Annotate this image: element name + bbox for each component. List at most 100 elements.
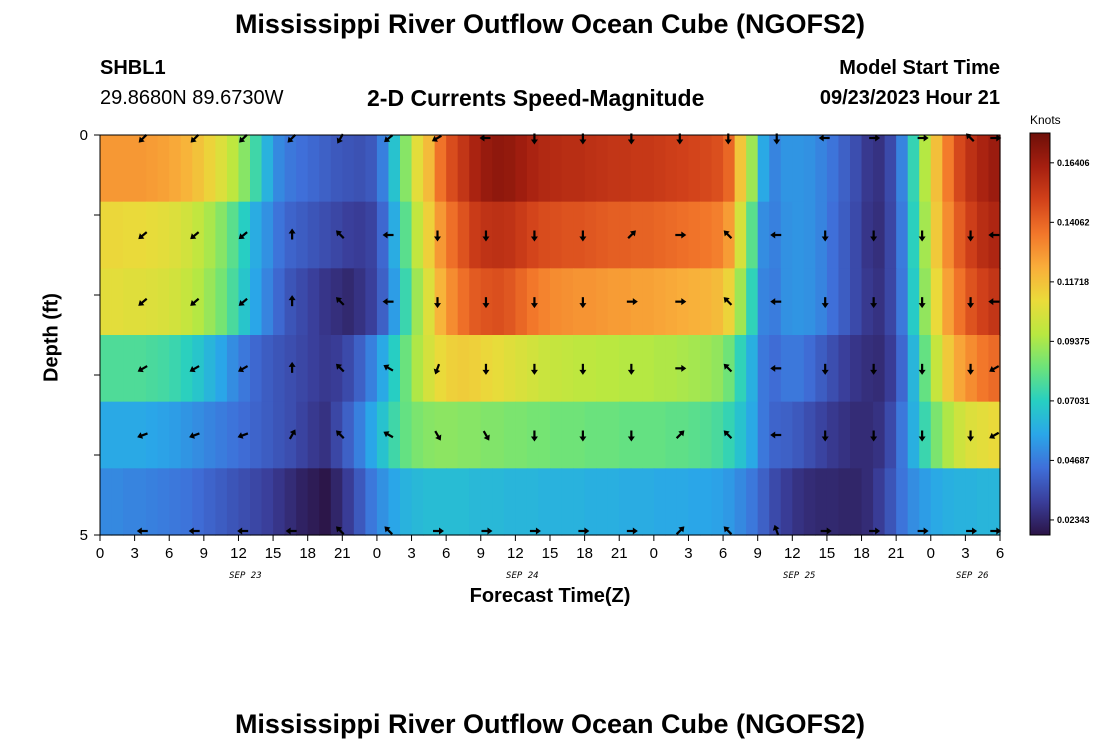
heatmap-cell xyxy=(734,201,747,269)
current-arrow xyxy=(238,365,249,373)
heatmap-cell xyxy=(734,401,747,469)
current-arrow xyxy=(918,363,926,375)
heatmap-cell xyxy=(307,401,320,469)
heatmap-cell xyxy=(850,268,863,336)
arrow-head xyxy=(384,136,391,143)
heatmap-cell xyxy=(711,201,724,269)
x-tick-label: 21 xyxy=(888,545,905,562)
heatmap-cell xyxy=(146,135,159,203)
heatmap-cell xyxy=(226,468,240,536)
heatmap-cell xyxy=(919,201,932,269)
heatmap-cell xyxy=(573,401,586,469)
heatmap-cell xyxy=(146,268,159,336)
current-arrow xyxy=(431,134,442,142)
current-arrow xyxy=(770,364,782,372)
heatmap-cell xyxy=(169,201,182,269)
heatmap-cell xyxy=(746,401,759,469)
heatmap-cell xyxy=(803,268,816,336)
heatmap-cell xyxy=(907,401,920,469)
heatmap-cell xyxy=(365,268,378,336)
heatmap-cell xyxy=(273,268,286,336)
heatmap-cell xyxy=(411,401,424,469)
heatmap-cell xyxy=(111,335,124,403)
heatmap-cell xyxy=(619,468,632,536)
heatmap-cell xyxy=(111,201,124,269)
current-arrow xyxy=(529,527,541,535)
heatmap-cell xyxy=(976,468,990,536)
current-arrow xyxy=(869,134,881,142)
heatmap-cell xyxy=(388,201,401,269)
heatmap-cell xyxy=(953,268,966,336)
heatmap-cell xyxy=(584,335,597,403)
current-arrow xyxy=(482,230,490,242)
current-arrow xyxy=(335,297,345,306)
arrow-head xyxy=(770,298,776,306)
current-arrow xyxy=(287,134,297,143)
heatmap-cell xyxy=(596,401,609,469)
current-arrow xyxy=(988,231,1000,239)
heatmap-cell xyxy=(469,335,482,403)
arrow-head xyxy=(826,527,832,535)
heatmap-cell xyxy=(561,135,574,203)
heatmap-cell xyxy=(665,268,678,336)
heatmap-cell xyxy=(688,135,701,203)
heatmap-cell xyxy=(480,135,493,203)
heatmap-cell xyxy=(700,335,713,403)
plot-title: 2-D Currents Speed-Magnitude xyxy=(367,85,705,111)
x-tick-label: 9 xyxy=(200,545,208,562)
heatmap-cell xyxy=(607,335,620,403)
x-tick-label: 15 xyxy=(265,545,282,562)
heatmap-cell xyxy=(111,468,124,536)
current-arrow xyxy=(626,298,638,306)
arrow-head xyxy=(632,527,638,535)
heatmap-cell xyxy=(123,401,136,469)
heatmap-cell xyxy=(907,201,920,269)
arrow-head xyxy=(821,303,829,309)
arrow-head xyxy=(190,233,197,240)
heatmap-cell xyxy=(757,335,770,403)
x-date-label: SEP 23 xyxy=(229,571,262,581)
x-axis-label: Forecast Time(Z) xyxy=(469,585,631,607)
heatmap-cell xyxy=(976,401,990,469)
heatmap-cell xyxy=(446,335,459,403)
current-arrow xyxy=(189,432,200,439)
current-arrow xyxy=(288,429,296,440)
heatmap-cell xyxy=(411,468,424,536)
heatmap-cell xyxy=(884,468,897,536)
current-arrow xyxy=(723,363,733,373)
heatmap-cell xyxy=(515,468,528,536)
arrow-head xyxy=(770,431,776,439)
arrow-head xyxy=(967,303,975,309)
heatmap-cell xyxy=(896,135,909,203)
heatmap-cell xyxy=(942,468,955,536)
heatmap-cell xyxy=(607,401,620,469)
heatmap-cell xyxy=(665,468,678,536)
heatmap-cell xyxy=(319,401,332,469)
heatmap-cell xyxy=(203,468,216,536)
current-arrow xyxy=(383,431,394,439)
heatmap-cell xyxy=(423,268,436,336)
heatmap-cell xyxy=(746,335,759,403)
heatmap-cell xyxy=(596,268,609,336)
arrow-head xyxy=(923,527,929,535)
heatmap-cell xyxy=(261,268,274,336)
heatmap-cell xyxy=(526,468,540,536)
heatmap-cell xyxy=(942,401,955,469)
heatmap-cell xyxy=(365,335,378,403)
current-arrow xyxy=(335,363,345,373)
heatmap-cell xyxy=(688,468,701,536)
heatmap-cell xyxy=(215,201,228,269)
heatmap-cell xyxy=(169,468,182,536)
heatmap-cell xyxy=(550,468,563,536)
heatmap-cell xyxy=(469,135,482,203)
heatmap-cell xyxy=(734,268,747,336)
colorbar-tick-label: 0.04687 xyxy=(1057,455,1090,465)
heatmap-cell xyxy=(411,335,424,403)
heatmap-cell xyxy=(180,135,193,203)
current-arrow xyxy=(917,527,929,535)
heatmap-cell xyxy=(284,268,297,336)
heatmap-cell xyxy=(711,401,724,469)
arrow-head xyxy=(773,139,781,145)
heatmap-cell xyxy=(515,268,528,336)
